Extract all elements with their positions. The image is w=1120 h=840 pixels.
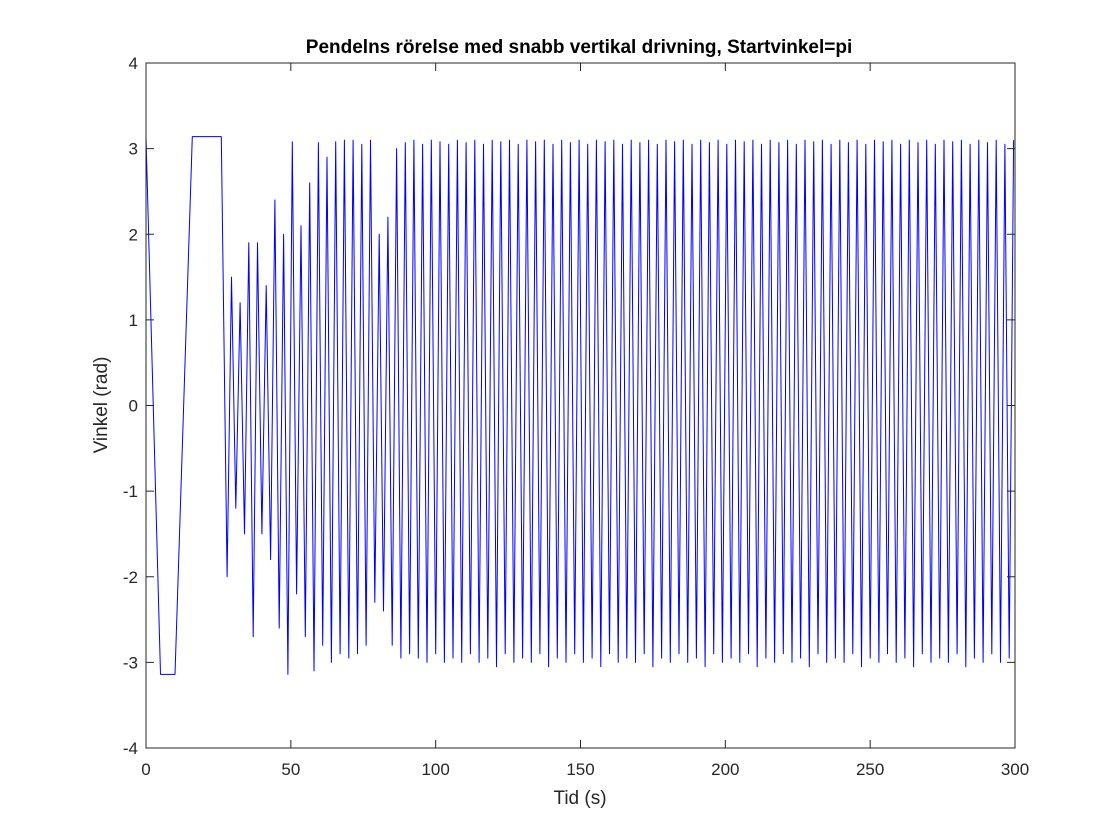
plot-area bbox=[146, 63, 1015, 748]
series-layer bbox=[146, 136, 1015, 675]
y-tick-label: 1 bbox=[129, 311, 138, 330]
y-tick-label: 3 bbox=[129, 140, 138, 159]
ticks-layer: 0 50 100 150 200 250 300 -4 -3 -2 -1 0 1 2 3 4 bbox=[123, 54, 1029, 779]
x-tick-label: 200 bbox=[711, 760, 739, 779]
x-axis-title: Tid (s) bbox=[553, 788, 606, 809]
x-tick-label: 100 bbox=[421, 760, 449, 779]
chart-title: Pendelns rörelse med snabb vertikal driv… bbox=[306, 37, 852, 58]
y-tick-label: -3 bbox=[123, 653, 138, 672]
x-tick-label: 0 bbox=[141, 760, 150, 779]
series-line bbox=[146, 136, 1015, 675]
x-tick-label: 250 bbox=[856, 760, 884, 779]
y-tick-label: -4 bbox=[123, 739, 138, 758]
x-tick-label: 300 bbox=[1001, 760, 1029, 779]
x-tick-label: 50 bbox=[281, 760, 300, 779]
y-tick-label: 4 bbox=[129, 54, 138, 73]
y-tick-label: 2 bbox=[129, 225, 138, 244]
y-tick-label: 0 bbox=[129, 397, 138, 416]
y-tick-label: -2 bbox=[123, 568, 138, 587]
x-tick-label: 150 bbox=[566, 760, 594, 779]
y-tick-label: -1 bbox=[123, 482, 138, 501]
y-axis-title: Vinkel (rad) bbox=[91, 357, 112, 454]
